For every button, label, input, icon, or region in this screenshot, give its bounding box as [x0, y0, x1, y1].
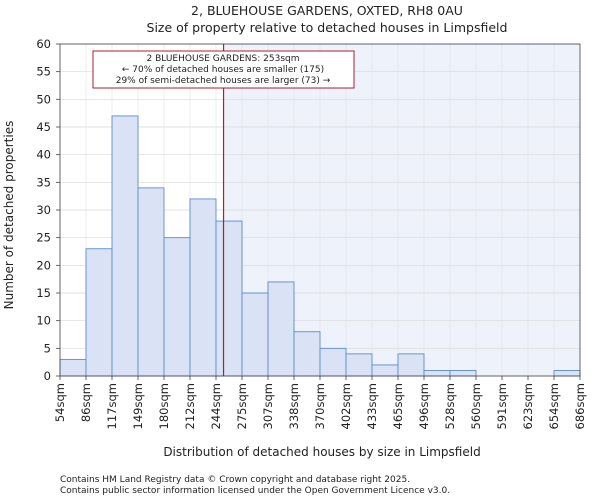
- x-tick-label: 654sqm: [547, 383, 561, 429]
- x-tick-label: 496sqm: [417, 383, 431, 429]
- x-tick-label: 86sqm: [79, 383, 93, 422]
- y-tick-label: 35: [36, 175, 51, 189]
- y-tick-label: 0: [44, 369, 51, 383]
- histogram-bar-212sqm: [189, 198, 217, 377]
- histogram-bar-654sqm: [553, 370, 581, 377]
- y-tick-label: 30: [36, 203, 51, 217]
- y-tick-label: 25: [36, 231, 51, 245]
- histogram-bar-117sqm: [111, 115, 139, 377]
- annotation-title: 2 BLUEHOUSE GARDENS: 253sqm: [147, 54, 300, 64]
- x-tick-label: 244sqm: [209, 383, 223, 429]
- histogram-bar-465sqm: [397, 353, 425, 377]
- x-tick-label: 528sqm: [443, 383, 457, 429]
- x-tick-label: 180sqm: [157, 383, 171, 429]
- y-tick-label: 45: [36, 120, 51, 134]
- chart-subtitle: Size of property relative to detached ho…: [147, 20, 508, 35]
- x-tick-label: 149sqm: [131, 383, 145, 429]
- histogram-bar-496sqm: [423, 370, 451, 377]
- annotation-larger: 29% of semi-detached houses are larger (…: [116, 76, 331, 86]
- chart-title: 2, BLUEHOUSE GARDENS, OXTED, RH8 0AU: [191, 3, 463, 18]
- y-tick-label: 60: [36, 37, 51, 51]
- y-tick-label: 5: [44, 341, 51, 355]
- y-tick-label: 10: [36, 314, 51, 328]
- y-tick-label: 40: [36, 148, 51, 162]
- histogram-bar-433sqm: [371, 364, 399, 377]
- histogram-bar-275sqm: [241, 292, 269, 377]
- footer-line-1: Contains HM Land Registry data © Crown c…: [60, 475, 410, 485]
- y-tick-label: 50: [36, 92, 51, 106]
- x-tick-label: 338sqm: [287, 383, 301, 429]
- annotation-smaller: ← 70% of detached houses are smaller (17…: [122, 65, 324, 75]
- annotation-box: [92, 50, 355, 89]
- footer-line-2: Contains public sector information licen…: [60, 486, 450, 496]
- y-tick-label: 15: [36, 286, 51, 300]
- histogram-bar-244sqm: [215, 220, 243, 377]
- histogram-bar-149sqm: [137, 187, 165, 377]
- x-tick-label: 54sqm: [53, 383, 67, 422]
- y-axis-label: Number of detached properties: [2, 121, 16, 310]
- histogram-bar-54sqm: [59, 358, 87, 377]
- x-tick-label: 212sqm: [183, 383, 197, 429]
- x-tick-label: 433sqm: [365, 383, 379, 429]
- histogram-bar-338sqm: [293, 331, 321, 377]
- histogram-bar-402sqm: [345, 353, 373, 377]
- histogram-bar-307sqm: [267, 281, 295, 377]
- histogram-bar-528sqm: [449, 370, 477, 377]
- x-tick-label: 307sqm: [261, 383, 275, 429]
- histogram-bar-180sqm: [163, 237, 191, 377]
- x-tick-label: 686sqm: [573, 383, 587, 429]
- x-tick-label: 465sqm: [391, 383, 405, 429]
- x-tick-label: 560sqm: [469, 383, 483, 429]
- x-tick-label: 402sqm: [339, 383, 353, 429]
- x-tick-label: 117sqm: [105, 383, 119, 429]
- x-axis-label: Distribution of detached houses by size …: [163, 445, 480, 459]
- y-tick-label: 20: [36, 258, 51, 272]
- histogram-bar-370sqm: [319, 347, 347, 377]
- x-tick-label: 623sqm: [521, 383, 535, 429]
- x-tick-label: 591sqm: [495, 383, 509, 429]
- x-tick-label: 370sqm: [313, 383, 327, 429]
- y-tick-label: 55: [36, 65, 51, 79]
- marker-annotation: 2 BLUEHOUSE GARDENS: 253sqm ← 70% of det…: [92, 50, 355, 89]
- x-tick-label: 275sqm: [235, 383, 249, 429]
- histogram-bar-86sqm: [85, 248, 113, 377]
